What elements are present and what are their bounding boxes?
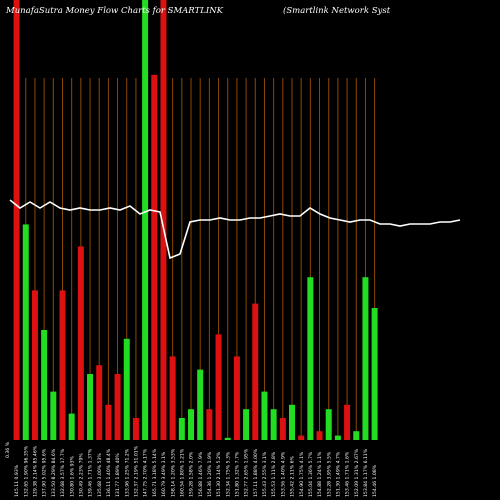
bar-down: [279, 418, 286, 440]
tick-label: 165.71 3.18% 5.14%: [152, 448, 158, 497]
bar-down: [160, 0, 167, 440]
tick-label: 151.80 1.32% 7.7%: [235, 451, 241, 497]
tick-label: 157.11 1.88% 4.00%: [253, 448, 259, 497]
bar-down: [105, 404, 112, 440]
tick-label: 129.38 2.14% 85.46%: [33, 445, 39, 497]
tick-label: 133.96 1.25% 71.2%: [124, 448, 130, 497]
bar-up: [353, 431, 360, 440]
bar-up: [224, 437, 231, 440]
tick-label: 130.49 2.23% 79%: [78, 453, 84, 497]
bar-up: [270, 409, 277, 440]
tick-label: 145.11 0.93%: [14, 464, 20, 497]
bar-down: [59, 290, 66, 440]
bar-up: [307, 277, 314, 440]
bar-up: [22, 224, 29, 440]
bar-up: [123, 338, 130, 440]
tick-label: 160.79 3.49% 3.1%: [161, 451, 167, 497]
bar-up: [362, 277, 369, 440]
bar-down: [77, 246, 84, 440]
price-line-group: [9, 199, 461, 260]
bar-down: [13, 0, 20, 440]
axis-label: 0.36 %: [5, 441, 11, 458]
bar-down: [344, 404, 351, 440]
bar-down: [151, 74, 158, 441]
bar-down: [96, 365, 103, 440]
bar-up: [142, 0, 149, 440]
tick-label: 147.75 2.70% 4.17%: [143, 448, 149, 497]
bar-up: [243, 409, 250, 440]
tick-label: 154.90 1.75% 4.1%: [299, 451, 305, 497]
tick-label: 135.68 3.00% 53%: [97, 453, 103, 497]
tick-label: 132.37 2.19% 51.01%: [134, 445, 140, 497]
tick-label: 154.36 1.20% 1.9%: [207, 451, 213, 497]
tick-label: 130.80 1.6% 93%: [69, 455, 75, 497]
bar-down: [316, 431, 323, 440]
bar-up: [41, 330, 48, 440]
tick-label: 155.42 2.11% 6%: [290, 455, 296, 497]
x-tick-labels: 145.11 0.93% 132.65 1.90% 96.35% 129.38 2.…: [14, 445, 378, 497]
bar-up: [261, 391, 268, 440]
tick-label: 151.30 1.49% 4.7%: [335, 451, 341, 497]
tick-label: 151.30 2.14% 5.2%: [216, 451, 222, 497]
tick-label: 137.90 5.02% 95.6%: [42, 448, 48, 497]
bar-down: [206, 409, 213, 440]
bar-up: [178, 418, 185, 440]
bars: [13, 0, 378, 441]
tick-label: 132.65 1.90% 96.35%: [23, 445, 29, 497]
bar-down: [252, 303, 259, 440]
tick-label: 159.28 1.58% 2.0%: [189, 451, 195, 497]
tick-label: 155.04 1.36% 5.7%: [308, 451, 314, 497]
bar-up: [334, 435, 341, 440]
bar-up: [325, 409, 332, 440]
bar-up: [188, 409, 195, 440]
bar-down: [298, 435, 305, 440]
tick-label: 154.88 1.24% 1.1%: [317, 451, 323, 497]
tick-label: 139.46 1.71% 1.37%: [88, 448, 94, 497]
tick-label: 132.68 3.57% 17.7%: [60, 448, 66, 497]
bar-up: [197, 369, 204, 440]
bar-down: [233, 356, 240, 440]
tick-label: 152.77 2.65% 1.95%: [244, 448, 250, 497]
tick-label: 153.84 1.17% 6.11%: [363, 448, 369, 497]
tick-label: 154.46 1.08%: [372, 464, 378, 497]
chart-subtitle: (Smartlink Network Syst: [283, 5, 391, 16]
bar-up: [371, 308, 378, 440]
tick-label: 152.28 3.95% 5.5%: [326, 451, 332, 497]
tick-label: 155.53 1.11% 2.8%: [271, 451, 277, 497]
tick-label: 156.88 1.46% 7.9%: [198, 451, 204, 497]
bar-up: [50, 391, 57, 440]
tick-label: 155.43 2.55% 3.1%: [262, 451, 268, 497]
tick-label: 133.50 8.29% 84.6%: [51, 448, 57, 497]
bar-up: [68, 413, 75, 440]
tick-label: 153.56 1.40% 4.9%: [280, 451, 286, 497]
bar-up: [288, 404, 295, 440]
bar-up: [87, 374, 94, 440]
bar-down: [169, 356, 176, 440]
tick-label: 136.11 1.40% 48.4%: [106, 448, 112, 497]
price-line: [9, 199, 461, 260]
tick-label: 153.46 1.71% 1.6%: [345, 451, 351, 497]
bar-down: [31, 290, 38, 440]
tick-label: 152.09 1.31% 2.67%: [354, 448, 360, 497]
tick-label: 158.14 1.20% 3.53%: [170, 448, 176, 497]
bar-down: [114, 374, 121, 440]
tick-label: 160.54 1.80% 1.21%: [179, 448, 185, 497]
tick-label: 152.34 1.75% 5.3%: [225, 451, 231, 497]
chart-title: MunafaSutra Money Flow Charts for SMARTL…: [5, 6, 224, 16]
bar-down: [132, 418, 139, 440]
bar-down: [215, 334, 222, 440]
tick-label: 131.77 1.89% 40%: [115, 453, 121, 497]
